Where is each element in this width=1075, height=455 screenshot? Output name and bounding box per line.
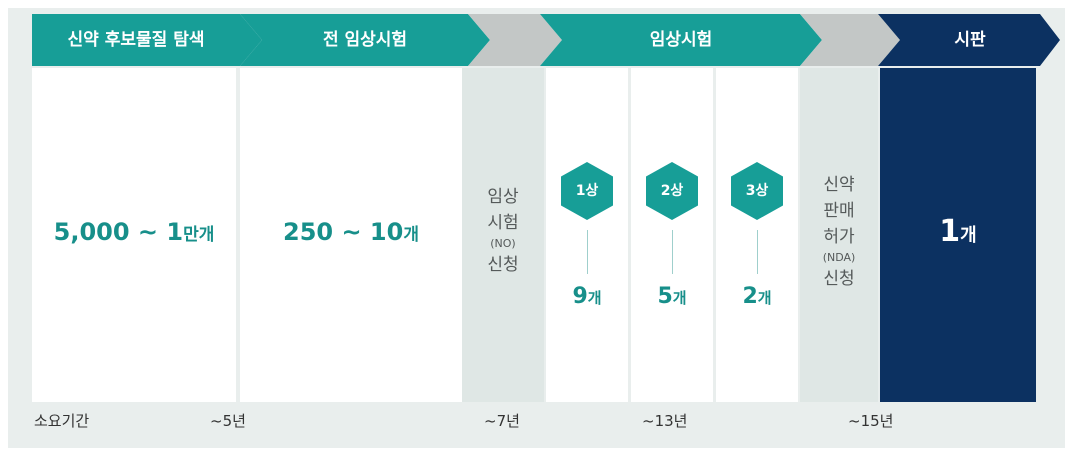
phase-1-count-unit: 개: [587, 289, 602, 307]
preclinical-column: 250 ~ 10개: [240, 68, 462, 402]
phase-1-count-value: 9: [572, 284, 588, 309]
market-column: 1개: [880, 68, 1036, 402]
timeline-label: 소요기간: [34, 412, 90, 430]
phase-3-count-value: 2: [742, 284, 758, 309]
phase-3-count: 2개: [716, 284, 798, 309]
stage-label-market: 시판: [954, 30, 986, 50]
discovery-count-unit: 만개: [183, 225, 215, 245]
phase-1-hexagon: [561, 162, 613, 220]
phase-2-count: 5개: [631, 284, 713, 309]
stage-arrow-bar: [32, 14, 1060, 66]
nda-abbr: (NDA): [822, 251, 856, 264]
phase-2-connector: [672, 230, 673, 274]
preclinical-count-unit: 개: [403, 225, 419, 245]
stage-label-clinical: 임상시험: [649, 30, 713, 50]
phase-2-hex-wrap: 2상: [646, 162, 698, 220]
timeline-mark-15y: ~15년: [848, 412, 894, 430]
phase-1-label: 1상: [575, 183, 599, 199]
phase-3-connector: [757, 230, 758, 274]
timeline-mark-13y: ~13년: [642, 412, 688, 430]
timeline-mark-7y: ~7년: [484, 412, 520, 430]
ind-application-text: 임상 시험 (NO) 신청: [462, 184, 544, 278]
stage-label-preclinical: 전 임상시험: [322, 30, 408, 50]
nda-application-text: 신약 판매 허가 (NDA) 신청: [800, 172, 878, 292]
nda-application-column: 신약 판매 허가 (NDA) 신청: [800, 68, 878, 402]
ind-application-column: 임상 시험 (NO) 신청: [462, 68, 544, 402]
market-count: 1개: [880, 214, 1036, 249]
phase-2-count-unit: 개: [672, 289, 687, 307]
phase-1-column: 1상 9개: [546, 68, 628, 402]
phase-2-hexagon: [646, 162, 698, 220]
stage-arrow-preclinical: [240, 14, 490, 66]
stage-arrow-clinical: [540, 14, 822, 66]
discovery-column: 5,000 ~ 1만개: [32, 68, 236, 402]
stage-label-discovery: 신약 후보물질 탐색: [67, 30, 205, 50]
phase-2-label: 2상: [660, 183, 684, 199]
stage-arrow-transition-2: [800, 14, 900, 66]
phase-3-hexagon: [731, 162, 783, 220]
preclinical-count: 250 ~ 10개: [240, 218, 462, 246]
ind-line-2: 시험: [487, 213, 519, 233]
nda-line-2: 판매: [823, 201, 855, 221]
stage-arrow-transition-1: [468, 14, 562, 66]
ind-line-1: 임상: [487, 187, 519, 207]
phase-2-count-value: 5: [657, 284, 673, 309]
phase-3-count-unit: 개: [757, 289, 772, 307]
market-count-unit: 개: [960, 225, 977, 246]
phase-3-column: 3상 2개: [716, 68, 798, 402]
phase-1-count: 9개: [546, 284, 628, 309]
ind-line-3: 신청: [487, 255, 519, 275]
stage-arrow-discovery: [32, 14, 262, 66]
phase-2-column: 2상 5개: [631, 68, 713, 402]
phase-3-label: 3상: [745, 183, 769, 199]
phase-1-connector: [587, 230, 588, 274]
timeline-mark-5y: ~5년: [210, 412, 246, 430]
stage-arrow-market: [878, 14, 1060, 66]
nda-line-3: 허가: [823, 227, 855, 247]
discovery-count: 5,000 ~ 1만개: [32, 218, 236, 246]
market-count-value: 1: [939, 214, 961, 249]
nda-line-1: 신약: [823, 175, 855, 195]
discovery-count-value: 5,000 ~ 1: [53, 218, 184, 246]
nda-line-4: 신청: [823, 269, 855, 289]
phase-1-hex-wrap: 1상: [561, 162, 613, 220]
ind-abbr: (NO): [490, 237, 516, 250]
preclinical-count-value: 250 ~ 10: [283, 218, 404, 246]
phase-3-hex-wrap: 3상: [731, 162, 783, 220]
